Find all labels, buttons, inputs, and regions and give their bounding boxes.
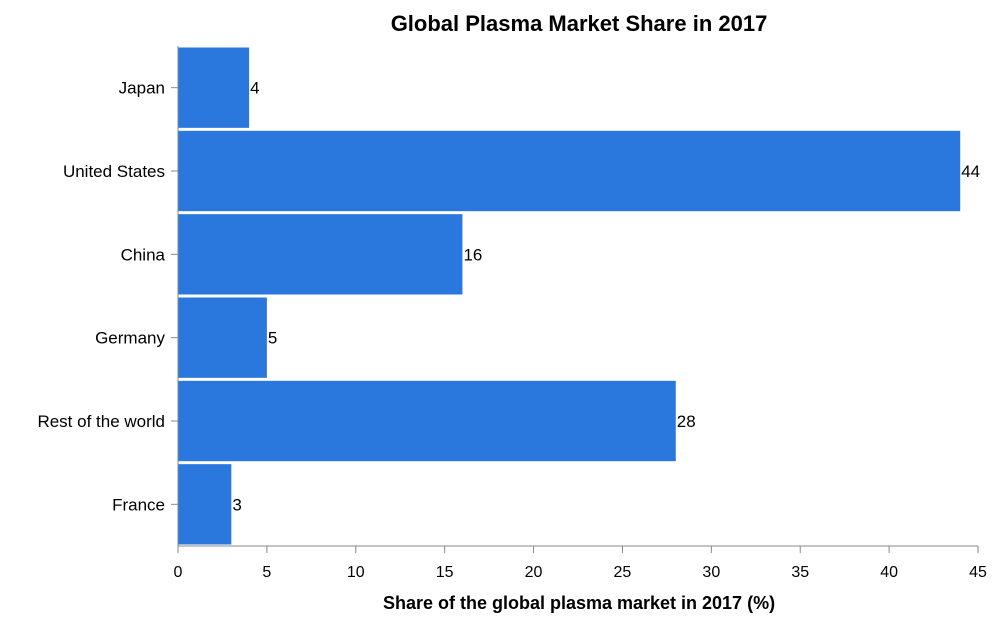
bar-japan: [178, 47, 250, 128]
x-tick-label-5: 5: [262, 564, 271, 581]
x-tick-label-10: 10: [347, 564, 365, 581]
x-axis-title: Share of the global plasma market in 201…: [383, 593, 775, 613]
data-label-china: 16: [463, 245, 482, 264]
bar-germany: [178, 297, 267, 378]
bar-france: [178, 464, 232, 545]
x-tick-label-20: 20: [525, 564, 543, 581]
category-label-rest-of-the-world: Rest of the world: [37, 412, 165, 431]
data-label-germany: 5: [268, 329, 277, 348]
x-tick-label-45: 45: [969, 564, 987, 581]
x-tick-label-30: 30: [702, 564, 720, 581]
bar-rest-of-the-world: [178, 380, 676, 462]
data-label-united-states: 44: [961, 162, 980, 181]
x-tick-label-25: 25: [614, 564, 632, 581]
x-tick-label-35: 35: [791, 564, 809, 581]
bar-china: [178, 214, 463, 295]
x-tick-label-0: 0: [174, 564, 183, 581]
data-label-rest-of-the-world: 28: [677, 412, 696, 431]
x-tick-label-40: 40: [880, 564, 898, 581]
data-label-japan: 4: [250, 79, 259, 98]
y-axis: Japan United States China Germany Rest of th…: [37, 46, 179, 546]
category-label-france: France: [112, 495, 165, 514]
x-axis: 0 5 10 15 20 25 30 35 40 45: [174, 545, 987, 581]
category-label-germany: Germany: [95, 329, 165, 348]
category-label-china: China: [121, 245, 166, 264]
bar-united-states: [178, 130, 961, 212]
category-label-japan: Japan: [119, 79, 165, 98]
data-label-france: 3: [232, 495, 241, 514]
chart-title: Global Plasma Market Share in 2017: [391, 11, 768, 36]
category-label-united-states: United States: [63, 162, 165, 181]
x-tick-label-15: 15: [436, 564, 454, 581]
